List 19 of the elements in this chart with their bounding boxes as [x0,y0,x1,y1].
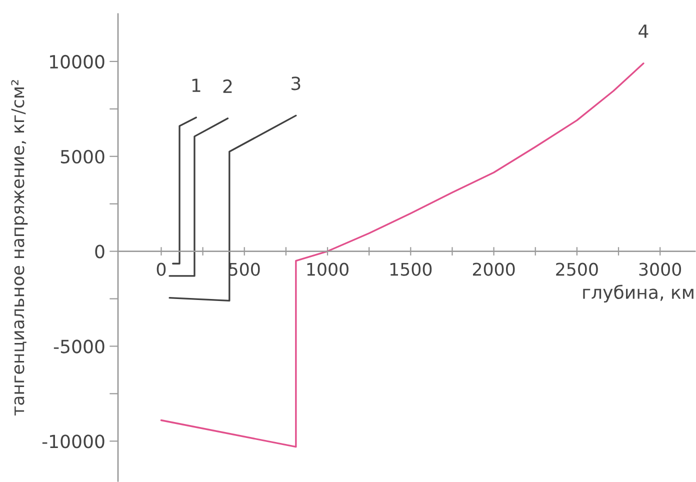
x-tick-label: 2000 [472,262,515,276]
x-axis-title: глубина, км [583,284,694,303]
x-tick-label: 2500 [556,262,598,276]
y-tick-label: -5000 [54,340,104,354]
series-label: 1 [192,78,200,92]
y-tick-label: -10000 [42,434,104,448]
x-tick-label: 500 [229,262,260,276]
y-tick-label: 5000 [60,150,104,164]
line-series [168,114,297,302]
y-tick-label: 10000 [50,54,104,69]
x-tick-label: 0 [156,262,166,276]
x-tick-label: 1500 [390,262,432,276]
x-tick-label: 3000 [639,262,682,276]
x-tick-label: 1000 [307,262,348,276]
y-axis-title: тангенциальное напряжение, кг/см² [11,80,28,416]
series-label: 2 [223,79,232,93]
series-label: 3 [292,76,300,90]
y-tick-label: 0 [95,244,104,258]
series-label: 4 [638,24,648,38]
